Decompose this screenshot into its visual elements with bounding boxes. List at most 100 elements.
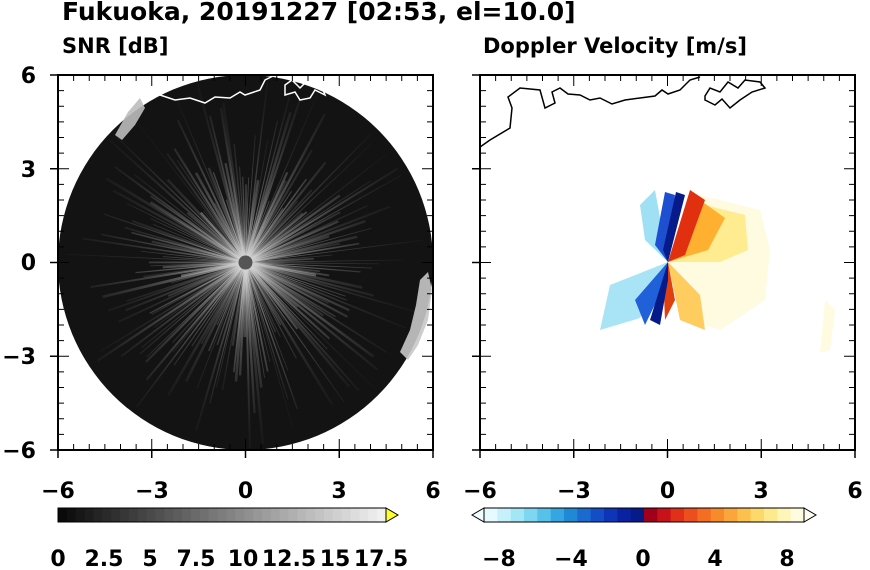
snr-ray: [244, 261, 299, 330]
doppler-colorbar-segment: [630, 508, 645, 522]
snr-colorbar-tick-label: 0: [50, 547, 65, 570]
snr-ray: [244, 167, 398, 264]
radar-center-marker: [238, 255, 253, 270]
snr-ray: [245, 262, 376, 390]
snr-colorbar-tick-label: 15: [320, 547, 351, 570]
snr-ray: [212, 172, 247, 263]
snr-ray: [244, 262, 269, 372]
snr-colorbar-tick-label: 10: [228, 547, 259, 570]
doppler-receding-south: [668, 262, 705, 330]
snr-xtick-label: −3: [135, 479, 169, 504]
snr-ray: [245, 132, 372, 263]
snr-ray: [166, 153, 247, 264]
snr-colorbar-segment: [217, 508, 227, 522]
doppler-coastline: [480, 76, 701, 148]
doppler-colorbar-tick-label: −8: [482, 547, 516, 570]
snr-colorbar-segment: [359, 508, 369, 522]
snr-colorbar-segment: [102, 508, 112, 522]
snr-colorbar-tick-label: 2.5: [85, 547, 124, 570]
snr-ray: [131, 219, 246, 264]
doppler-colorbar-segment: [737, 508, 752, 522]
snr-colorbar-segment: [235, 508, 245, 522]
snr-colorbar-segment: [173, 508, 183, 522]
snr-ray: [65, 253, 246, 263]
snr-colorbar-segment: [75, 508, 86, 522]
doppler-xtick-label: 0: [660, 479, 675, 504]
snr-colorbar-segment: [270, 508, 281, 522]
doppler-colorbar-tick-label: −4: [554, 547, 588, 570]
snr-colorbar-segment: [84, 508, 94, 522]
doppler-echo-field: [600, 190, 835, 352]
doppler-colorbar-segment: [644, 508, 658, 522]
doppler-colorbar-segment: [497, 508, 512, 522]
snr-ray: [244, 161, 327, 264]
snr-panel: −6 −3 0 3 6 6 3 0 −3 −6: [2, 64, 440, 504]
snr-ray: [146, 262, 246, 358]
snr-ray: [244, 149, 313, 264]
snr-ytick-label: 3: [21, 158, 36, 183]
doppler-panel-title: Doppler Velocity [m/s]: [483, 34, 747, 58]
snr-ray: [162, 256, 246, 263]
snr-ray: [245, 261, 406, 329]
snr-ray: [245, 261, 348, 318]
snr-colorbar-segment: [120, 508, 130, 522]
snr-ray: [173, 262, 246, 366]
snr-ray: [244, 262, 289, 400]
snr-colorbar-segment: [315, 508, 325, 522]
snr-colorbar-segment: [279, 508, 289, 522]
snr-ray: [245, 257, 314, 264]
snr-ytick-label: −3: [2, 345, 36, 370]
doppler-panel: −6 −3 0 3 6: [463, 74, 863, 504]
snr-ray: [216, 262, 247, 346]
snr-colorbar-segment: [199, 508, 210, 522]
snr-colorbar-tick-label: 5: [142, 547, 157, 570]
snr-ray: [245, 262, 294, 429]
snr-ray: [107, 138, 247, 264]
snr-colorbar-segment: [58, 508, 68, 522]
doppler-receding-strong: [668, 190, 705, 262]
snr-ray: [245, 259, 403, 263]
snr-colorbar-segment: [93, 508, 103, 522]
snr-ray: [245, 211, 341, 264]
snr-ray: [131, 114, 246, 263]
doppler-colorbar-segment: [484, 508, 498, 522]
doppler-xtick-label: −6: [463, 479, 497, 504]
snr-ray: [233, 143, 247, 263]
snr-colorbar-segment: [226, 508, 236, 522]
doppler-colorbar-segment: [577, 508, 592, 522]
doppler-approach-southwest-mid: [635, 262, 668, 325]
doppler-approach-southwest-strong: [650, 262, 668, 325]
figure-title: Fukuoka, 20191227 [02:53, el=10.0]: [62, 0, 576, 26]
doppler-colorbar-segment: [710, 508, 725, 522]
snr-ray: [245, 177, 249, 263]
snr-colorbar: [57, 507, 399, 523]
snr-ray: [245, 262, 297, 359]
snr-ray: [185, 261, 247, 382]
doppler-approach-strong: [663, 192, 685, 262]
snr-ray: [244, 99, 301, 263]
snr-ray: [244, 262, 277, 333]
snr-ray: [221, 262, 247, 391]
snr-ray: [143, 261, 246, 278]
snr-colorbar-segment: [261, 508, 272, 522]
doppler-colorbar-segment: [777, 508, 792, 522]
snr-ray: [221, 102, 247, 263]
snr-ray: [244, 261, 375, 358]
snr-ticks: [50, 74, 434, 458]
snr-ray: [124, 226, 246, 264]
snr-colorbar-tick-label: 12.5: [262, 547, 316, 570]
snr-ray: [244, 262, 298, 410]
snr-coastline: [159, 75, 276, 104]
doppler-colorbar-segment: [524, 508, 538, 522]
snr-ray: [149, 201, 247, 264]
snr-ray: [245, 262, 345, 403]
snr-ray: [245, 239, 423, 263]
snr-colorbar-segment: [253, 508, 263, 522]
doppler-colorbar-tick-label: 0: [635, 547, 650, 570]
snr-ytick-label: 6: [21, 64, 36, 89]
snr-colorbar-segment: [182, 508, 192, 522]
doppler-xtick-label: 6: [847, 479, 862, 504]
doppler-colorbar-segment: [697, 508, 712, 522]
snr-ray: [145, 261, 247, 381]
